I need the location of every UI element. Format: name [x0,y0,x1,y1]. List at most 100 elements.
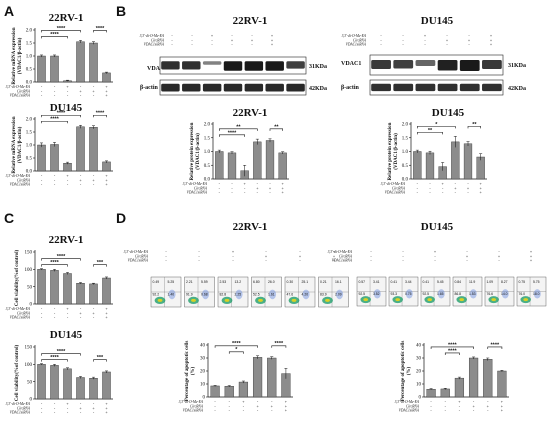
significance-bracket [228,351,244,354]
blot-du145-treatment-sign: - [468,42,470,47]
bar [37,364,46,400]
blot-vdac1-du145 [369,54,504,76]
chart-treatment-sign: + [501,403,504,408]
significance-label: **** [448,348,457,354]
chart-treatment-sign: - [467,190,469,195]
facs-quadrant-value: 0.49 [153,280,160,284]
facs-quadrant-value: 6.80 [253,280,260,284]
facs-22rv1-treatment-sign: + [333,258,336,263]
facs-22rv1-treatment-sign: + [299,253,302,258]
chart-treatment-sign: - [54,177,56,182]
blot-label-actin-du145: β-actin [341,85,359,91]
facs-apoptotic-cloud [235,289,243,300]
facs-quadrant-value: 1.53 [469,292,476,296]
blot-22rv1-treatment-label: VDAC1siRNA [144,43,165,47]
y-tick-label: 0.0 [26,170,33,175]
chart-treatment-sign: + [271,403,274,408]
chart-treatment-sign: - [231,185,233,190]
facs-22rv1-treatment-label: CircRNA [135,254,149,258]
facs-du145-treatment-sign: + [530,249,533,254]
chart-treatment-sign: + [442,181,445,186]
facs-du145-treatment-sign: - [498,249,500,254]
blot-22rv1-treatment-sign: - [171,37,173,42]
chart-treatment-sign: - [41,315,43,320]
facs-quadrant-value: 0.68 [201,293,208,297]
facs-du145-treatment-sign: + [530,253,533,258]
chart-treatment-sign: + [269,185,272,190]
significance-bracket [41,359,68,362]
chart-treatment-sign: - [459,403,461,408]
chart-d-du145: 0 10 20 30 40 Percentage of apoptotic cells(%… [395,341,509,413]
chart-treatment-label: 3,3'-di-O-Me-EA [179,400,204,405]
blot-label-actin-22rv1: β-actin [140,85,158,91]
facs-du145-treatment-label: CircRNA [339,254,353,258]
significance-bracket [93,264,107,267]
facs-population-core [291,298,297,302]
chart-treatment-sign: - [214,399,216,404]
facs-du145-treatment-sign: - [370,253,372,258]
blot-title-22rv1: 22RV-1 [233,15,268,27]
chart-treatment-label: 3,3'-di-O-Me-EA [6,307,31,312]
y-tick-label: 2.0 [204,123,211,128]
facs-du145-treatment-sign: - [402,249,404,254]
y-tick-label: 0 [419,396,422,401]
facs-apoptotic-cloud [335,289,344,300]
y-tick-label: 1.5 [204,136,211,141]
chart-treatment-sign: - [41,401,43,406]
significance-bracket [467,126,481,129]
chart-treatment-sign: + [256,185,259,190]
facs-quadrant-value: 1.09 [486,280,493,284]
facs-apoptotic-cloud [168,289,176,300]
y-tick-label: 0.5 [26,68,33,73]
blot-22rv1-treatment-sign: - [191,42,193,47]
facs-du145-2: 0.41 3.44 93.3 0.75 [388,276,419,307]
y-axis-label: Cell viability(%of control) [15,345,20,402]
significance-label: **** [228,130,237,136]
chart-treatment-sign: + [282,185,285,190]
facs-du145-treatment-sign: + [466,253,469,258]
facs-quadrant-value: 0.41 [390,280,397,284]
chart-treatment-sign: - [430,408,432,413]
blot-22rv1-treatment-label: 3,3'-di-O-Me-EA [140,34,165,39]
chart-treatment-sign: - [41,88,43,93]
chart-treatment-sign: - [473,399,475,404]
facs-population-core [191,298,196,302]
chart-treatment-sign: - [442,185,444,190]
chart-treatment-sign: - [229,403,231,408]
chart-treatment-sign: + [480,190,483,195]
chart-treatment-sign: + [256,403,259,408]
bar [210,385,220,398]
facs-quadrant-value: 2.09 [335,293,342,297]
y-tick-label: 40 [200,344,206,349]
facs-quadrant-value: 0.21 [320,280,327,284]
blot-vdac1-22rv1 [159,56,307,75]
chart-treatment-label: VDAC1siRNA [10,94,31,98]
significance-bracket [41,264,68,267]
blot-band [265,83,284,92]
chart-treatment-sign: + [79,310,82,315]
blot-22rv1-treatment-sign: - [191,37,193,42]
blot-actin-du145 [369,79,504,96]
bar [37,269,46,305]
blot-22rv1-treatment-sign: - [171,33,173,38]
chart-treatment-sign: - [487,399,489,404]
y-tick-label: 30 [200,357,206,362]
chart-treatment-sign: - [445,399,447,404]
chart-treatment-sign: - [214,403,216,408]
bar [50,365,59,400]
facs-22rv1-4: 6.80 26.0 52.5 1.61 [251,276,282,308]
chart-treatment-sign: - [93,401,95,406]
chart-treatment-sign: - [93,84,95,89]
chart-treatment-sign: + [105,310,108,315]
significance-bracket [41,30,81,33]
blot-22rv1-treatment-sign: - [211,37,213,42]
chart-treatment-sign: + [454,185,457,190]
y-tick-label: 0.0 [204,178,211,183]
blot-treatment-design: 3,3'-di-O-Me-EA - - + - - +CircRNA - - - + + +VDAC1s… [140,33,493,47]
chart-treatment-sign: - [80,182,82,187]
chart-treatment-sign: - [243,408,245,413]
blot-band [161,83,180,92]
